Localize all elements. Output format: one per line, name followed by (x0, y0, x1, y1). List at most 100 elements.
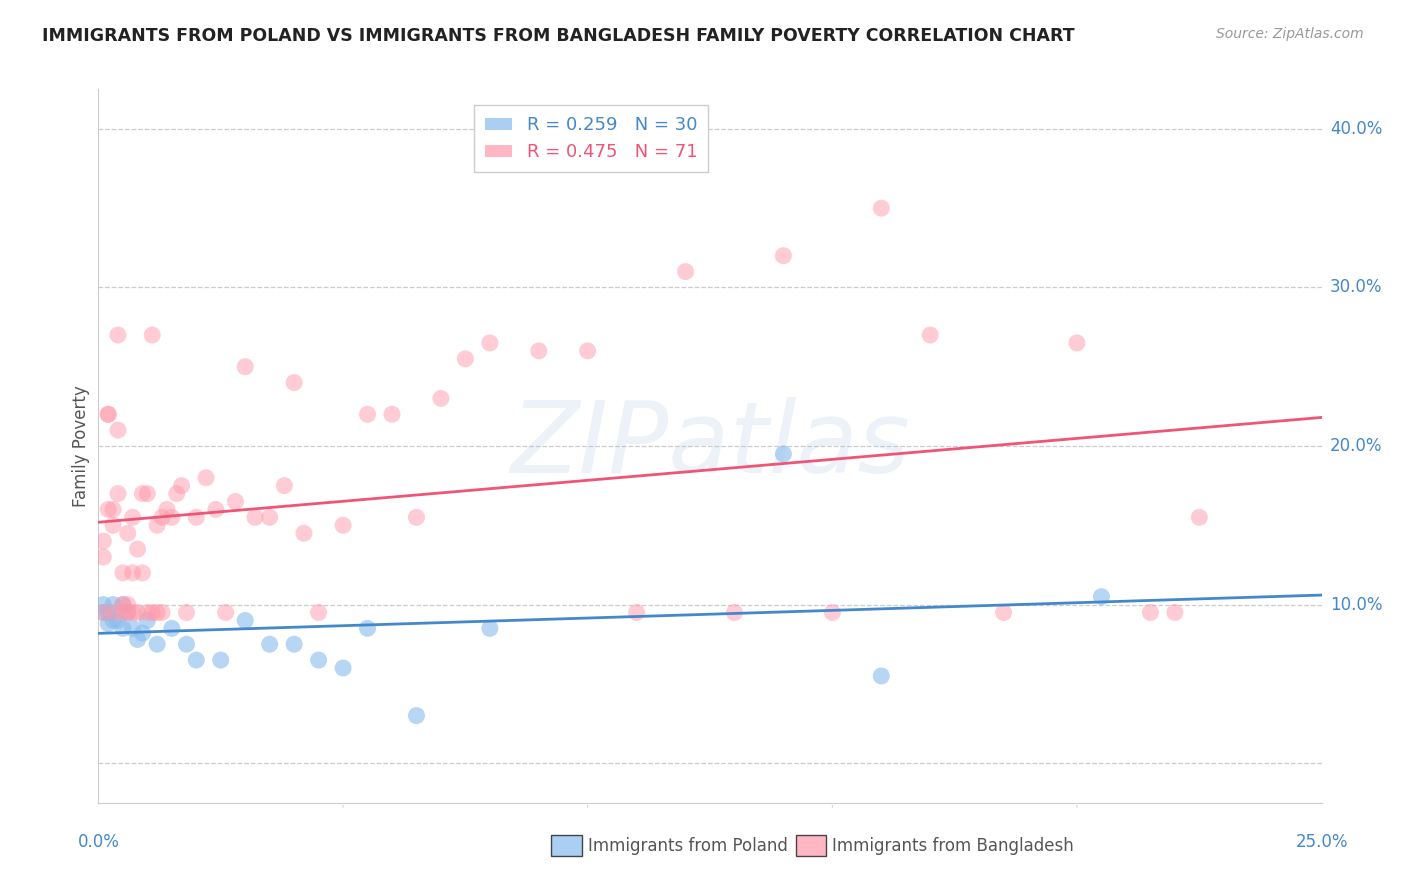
Point (626, 606, 648, 620)
Point (107, 486, 129, 500)
Point (186, 653, 208, 667)
Point (821, 606, 844, 620)
Point (283, 637, 305, 651)
Point (101, 614, 124, 628)
Point (1090, 590, 1112, 604)
Point (920, 328, 942, 343)
Point (91, 534, 114, 549)
Point (205, 502, 228, 516)
Point (150, 606, 173, 620)
Point (405, 510, 427, 524)
Point (131, 626, 153, 640)
Point (186, 510, 208, 524)
Point (772, 249, 794, 263)
Point (170, 478, 193, 492)
Point (478, 335, 501, 350)
Point (111, 621, 134, 635)
Point (101, 598, 124, 612)
Point (1164, 606, 1187, 620)
Text: 30.0%: 30.0% (1330, 278, 1382, 296)
Point (243, 510, 266, 524)
Text: Immigrants from Poland: Immigrants from Poland (588, 837, 787, 855)
Point (91, 606, 114, 620)
Point (454, 351, 477, 366)
Point (283, 376, 305, 390)
Point (111, 606, 134, 620)
Y-axis label: Family Poverty: Family Poverty (72, 385, 90, 507)
Text: 40.0%: 40.0% (1330, 120, 1382, 138)
Point (292, 526, 315, 541)
Point (209, 653, 232, 667)
Point (131, 486, 153, 500)
FancyBboxPatch shape (551, 835, 582, 856)
Point (1066, 335, 1088, 350)
Point (127, 542, 149, 557)
Text: 25.0%: 25.0% (1295, 833, 1348, 851)
Point (107, 328, 129, 343)
Point (723, 606, 745, 620)
Point (332, 518, 354, 533)
Point (111, 566, 134, 580)
Point (101, 502, 124, 516)
Point (146, 606, 169, 620)
Point (772, 447, 794, 461)
Point (111, 598, 134, 612)
Point (97, 502, 120, 516)
Point (91, 549, 114, 564)
Point (176, 606, 198, 620)
Legend: R = 0.259   N = 30, R = 0.475   N = 71: R = 0.259 N = 30, R = 0.475 N = 71 (474, 105, 709, 172)
Point (136, 486, 159, 500)
Text: Immigrants from Bangladesh: Immigrants from Bangladesh (832, 837, 1074, 855)
Point (870, 669, 893, 683)
Point (405, 708, 427, 723)
Point (97, 616, 120, 631)
Point (308, 653, 330, 667)
Point (117, 606, 139, 620)
Point (101, 606, 124, 620)
Point (576, 343, 599, 358)
Point (136, 606, 159, 620)
Point (111, 598, 134, 612)
Point (127, 632, 149, 647)
Point (195, 471, 218, 485)
Point (121, 510, 143, 524)
Point (127, 606, 149, 620)
Point (356, 407, 378, 421)
Point (136, 614, 159, 628)
Point (97, 407, 120, 421)
Text: Source: ZipAtlas.com: Source: ZipAtlas.com (1216, 27, 1364, 41)
Point (259, 510, 281, 524)
Point (273, 478, 295, 492)
Text: 0.0%: 0.0% (77, 833, 120, 851)
Point (91, 606, 114, 620)
Point (156, 502, 179, 516)
Point (993, 606, 1015, 620)
Point (1188, 510, 1211, 524)
Point (176, 637, 198, 651)
Point (146, 637, 169, 651)
Point (527, 343, 550, 358)
Point (117, 598, 139, 612)
Point (259, 637, 281, 651)
Point (160, 621, 183, 635)
Point (107, 423, 129, 437)
FancyBboxPatch shape (796, 835, 827, 856)
Text: ZIPatlas: ZIPatlas (510, 398, 910, 494)
Point (117, 606, 139, 620)
Point (141, 606, 163, 620)
Point (166, 486, 188, 500)
Point (146, 518, 169, 533)
Point (870, 201, 893, 215)
Point (150, 510, 173, 524)
Point (214, 606, 236, 620)
Point (675, 264, 697, 278)
Point (121, 566, 143, 580)
Point (430, 392, 453, 406)
Point (233, 359, 256, 374)
Point (91, 598, 114, 612)
Point (97, 606, 120, 620)
Point (332, 661, 354, 675)
Point (141, 328, 163, 343)
Point (356, 621, 378, 635)
Point (478, 621, 501, 635)
